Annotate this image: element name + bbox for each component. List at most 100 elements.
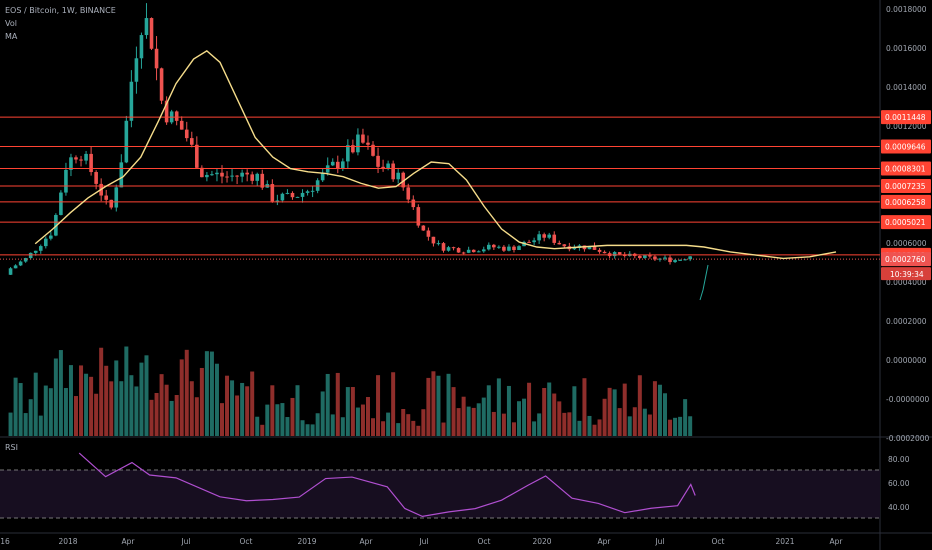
candle [285, 192, 290, 194]
volume-bar [592, 424, 597, 436]
candle [612, 252, 617, 257]
volume-bar [290, 397, 295, 436]
candle [260, 173, 265, 188]
volume-bar [486, 385, 491, 436]
candle [502, 246, 506, 251]
volume-bar [355, 407, 360, 436]
volume-bar [13, 377, 18, 436]
candle [23, 258, 28, 262]
candle [557, 242, 562, 245]
level-label-bg [881, 194, 931, 209]
volume-bar [305, 424, 310, 436]
volume-bar [194, 397, 199, 436]
price-axis-tick: 0.0006000 [886, 239, 927, 248]
volume-bar [154, 392, 159, 436]
candle [18, 261, 23, 266]
volume-bar [662, 393, 667, 436]
candle [421, 225, 426, 231]
candle [114, 187, 119, 208]
moving-average-indicator-label[interactable]: MA [5, 32, 18, 41]
volume-bar [401, 409, 406, 436]
volume-bar [391, 372, 396, 436]
volume-bar [426, 377, 431, 436]
level-label: 0.0005021 [885, 218, 926, 227]
level-label: 0.0006258 [885, 198, 926, 207]
candle [688, 256, 692, 260]
volume-bar [74, 396, 79, 436]
candle [295, 196, 300, 198]
volume-bar [567, 412, 572, 436]
candle [386, 163, 390, 169]
volume-bar [637, 375, 642, 436]
volume-bar [622, 383, 627, 436]
volume-bar [345, 387, 350, 436]
volume-bar [627, 416, 632, 436]
candle [451, 247, 456, 249]
rsi-band [0, 470, 880, 518]
candle [426, 230, 431, 237]
candle [49, 235, 53, 239]
volume-bar [184, 349, 189, 436]
volume-bar [557, 401, 562, 436]
time-axis-tick: 2021 [775, 537, 794, 546]
volume-bar [250, 371, 255, 436]
candle [587, 245, 592, 250]
candle [527, 241, 531, 243]
candle [346, 145, 350, 162]
candle [215, 172, 219, 175]
time-axis-tick: Oct [240, 537, 253, 546]
level-label: 0.0011448 [885, 113, 926, 122]
price-axis-tick: 0.0014000 [886, 83, 927, 92]
candle [330, 161, 335, 166]
candle [517, 246, 521, 251]
volume-bar [320, 391, 325, 436]
candle [174, 111, 179, 121]
volume-bar [456, 408, 461, 436]
volume-bar [310, 424, 315, 436]
candle [195, 144, 199, 168]
volume-bar [325, 373, 330, 436]
candle [668, 257, 672, 263]
volume-bar [53, 358, 58, 436]
volume-bar [119, 381, 124, 436]
volume-bar [18, 383, 23, 436]
price-axis-tick: 0.0012000 [886, 122, 927, 131]
volume-bar [109, 381, 114, 436]
volume-bar [406, 414, 411, 436]
volume-bar [58, 350, 63, 436]
last-price-label-bg [881, 252, 931, 267]
candle [124, 120, 129, 163]
candle [8, 268, 13, 275]
candle [184, 129, 189, 139]
volume-bar [285, 417, 290, 436]
candle [341, 161, 345, 169]
symbol-title[interactable]: EOS / Bitcoin, 1W, BINANCE [5, 6, 116, 15]
volume-bar [547, 382, 552, 436]
candle [74, 157, 78, 160]
volume-indicator-label[interactable]: Vol [5, 19, 17, 28]
level-label: 0.0007235 [885, 182, 926, 191]
volume-bar [199, 367, 204, 436]
volume-bar [214, 363, 219, 436]
candle [542, 234, 546, 238]
volume-bar [43, 385, 48, 436]
volume-bar [441, 422, 446, 436]
rsi-indicator-label[interactable]: RSI [5, 443, 18, 452]
candle [200, 167, 204, 178]
level-label: 0.0008301 [885, 165, 926, 174]
volume-bar [582, 378, 587, 436]
volume-bar [255, 416, 260, 436]
candle [678, 259, 682, 261]
volume-bar [149, 399, 154, 436]
candle [280, 193, 285, 201]
candle [13, 265, 18, 269]
volume-bar [23, 413, 28, 436]
time-axis-tick: 2018 [58, 537, 77, 546]
volume-bar [265, 404, 270, 436]
volume-bar [330, 414, 335, 436]
volume-bar [104, 365, 109, 436]
time-axis-tick: 2019 [297, 537, 316, 546]
candle [300, 192, 305, 197]
candle [376, 155, 380, 167]
